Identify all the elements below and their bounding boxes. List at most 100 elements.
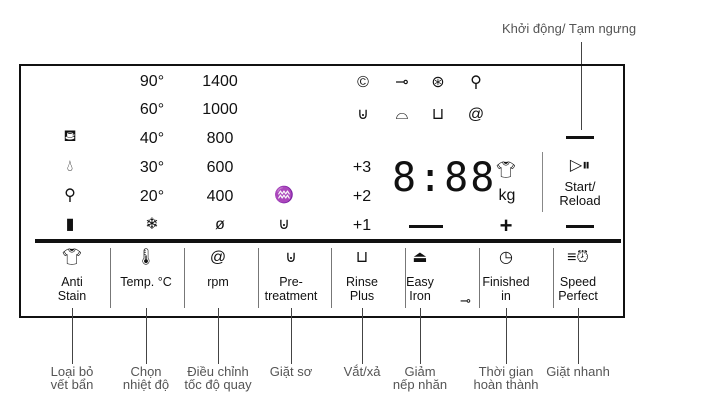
callout-line [506,308,507,364]
lipstick-icon: ▮ [65,216,75,233]
temp-20: 20° [139,188,165,205]
temp-90: 90° [139,73,165,90]
level-plus-2: +2 [352,188,372,205]
button-label: Stain [57,289,87,303]
start-indicator [566,136,594,139]
callout-line [72,308,73,364]
button-caption: Điều chỉnh tốc độ quay [184,365,251,391]
button-label: treatment [264,289,318,303]
callout-line [218,308,219,364]
button-label: Temp. °C [120,275,172,289]
caption-line: hoàn thành [473,377,539,392]
level-plus-3: +3 [352,159,372,176]
button-label: Finished [482,275,530,289]
caption-line: Vắt/xả [343,364,381,379]
divider [110,248,111,308]
caption-line: vết bẩn [50,377,94,392]
child-lock-key-icon: ⊸ [395,74,409,91]
button-1[interactable]: 🌡︎ Temp. °C [120,249,172,290]
panel-frame [19,64,625,318]
prewash-icon: ⊍ [285,249,297,266]
clock-icon: ◷ [499,249,513,266]
rinse-plus-icon: ⊔ [355,249,369,266]
water-drop-icon: 💧︎ [66,158,74,175]
soak-icon: ⊍ [278,216,290,233]
callout-line [146,308,147,364]
button-label: Rinse [346,275,378,289]
callout-start-pause: Khởi động/ Tạm ngưng [502,21,637,36]
drum-bubbles-icon: ⊛ [431,74,445,91]
button-3[interactable]: ⊍ Pre- treatment [264,249,318,304]
iron-icon: ⏏ [412,249,428,266]
divider [258,248,259,308]
button-label: Plus [349,289,375,303]
start-label: Start/ [564,179,596,194]
button-label: Anti [61,275,83,289]
thermometer-icon: 🌡︎ [135,249,157,266]
caption-line: Giảm [404,364,436,379]
play-pause-icon: ▷⏸ [569,157,591,174]
button-label: Easy [406,275,434,289]
button-caption: Loại bỏ vết bẩn [51,365,94,391]
rpm-800: 800 [206,130,234,147]
callout-line [578,308,579,364]
callout-line [362,308,363,364]
minus-button[interactable] [409,225,443,228]
button-label: in [501,289,511,303]
speed-clock-icon: ≡⏰︎ [567,249,589,266]
caption-line: Giặt sơ [269,364,313,379]
weight-unit: kg [498,187,516,204]
start-bottom-indicator [566,225,594,228]
caption-line: nếp nhăn [392,377,448,392]
snowflake-icon: ❄ [145,216,159,233]
button-caption: Chọn nhiệt độ [123,365,169,391]
rpm-400: 400 [206,188,234,205]
plus-button[interactable]: + [499,213,513,238]
button-5[interactable]: ⏏ Easy Iron [406,249,434,304]
caption-line: Loại bỏ [50,364,94,379]
no-spin-icon: ø [215,216,225,233]
temp-60: 60° [139,101,165,118]
shirt-stain-icon: 👕︎ [61,249,83,266]
button-0[interactable]: 👕︎ Anti Stain [57,249,87,304]
caption-line: Thời gian [478,364,534,379]
divider [331,248,332,308]
button-caption: Giặt nhanh [546,365,610,378]
spin-status-icon: @ [467,106,485,123]
temp-40: 40° [139,130,165,147]
handwash-icon: ♒ [274,187,294,204]
button-2[interactable]: @ rpm [207,249,229,290]
button-7[interactable]: ≡⏰︎ Speed Perfect [558,249,598,304]
button-caption: Giảm nếp nhăn [393,365,447,391]
button-4[interactable]: ⊔ Rinse Plus [346,249,378,304]
button-label: Perfect [558,289,598,303]
caption-line: Chọn [130,364,162,379]
caption-line: Điều chỉnh [187,364,249,379]
divider [553,248,554,308]
separator-bar [35,239,621,243]
caption-line: tốc độ quay [184,377,252,392]
key-icon: ⊸ [460,293,471,308]
prewash-status-icon: ⊍ [357,106,369,123]
button-label: Iron [409,289,431,303]
caption-line: Giặt nhanh [546,364,610,379]
load-shirt-icon: 👕︎ [495,162,517,179]
level-plus-1: +1 [352,217,372,234]
button-label: Speed [559,275,597,289]
callout-line [420,308,421,364]
button-6[interactable]: ◷ Finished in [482,249,530,304]
button-caption: Giặt sơ [270,365,312,378]
button-caption: Thời gian hoàn thành [473,365,538,391]
button-caption: Vắt/xả [344,365,381,378]
divider [479,248,480,308]
rpm-600: 600 [206,159,234,176]
tap-icon: ⚲ [470,74,482,91]
start-reload-button[interactable]: Start/ Reload [559,180,600,208]
button-label: Pre- [279,275,303,289]
spin-icon: @ [209,249,227,266]
callout-line [581,42,582,130]
temp-30: 30° [139,159,165,176]
rpm-1400: 1400 [202,73,238,90]
rpm-1000: 1000 [202,101,238,118]
